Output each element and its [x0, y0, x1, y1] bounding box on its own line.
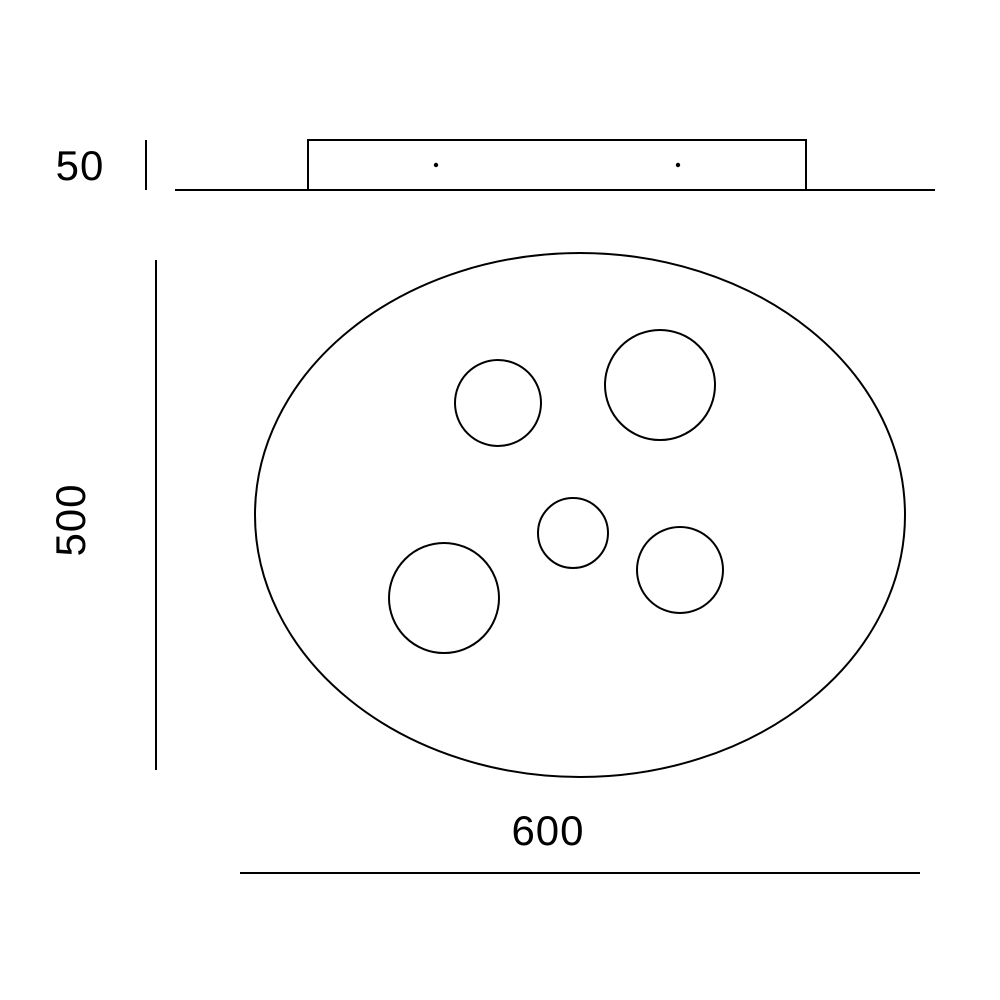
plan-hole — [538, 498, 608, 568]
side-mount-box — [308, 140, 806, 190]
side-dot — [434, 163, 438, 167]
plan-hole — [605, 330, 715, 440]
dim-label-500: 500 — [47, 483, 94, 556]
technical-drawing: 50 500 600 — [0, 0, 1000, 1000]
side-dots — [434, 163, 680, 167]
plan-hole — [455, 360, 541, 446]
plan-holes — [389, 330, 723, 653]
side-dot — [676, 163, 680, 167]
plan-hole — [637, 527, 723, 613]
dim-label-600: 600 — [511, 807, 584, 854]
dim-label-50: 50 — [56, 142, 105, 189]
plan-ellipse — [255, 253, 905, 777]
plan-hole — [389, 543, 499, 653]
